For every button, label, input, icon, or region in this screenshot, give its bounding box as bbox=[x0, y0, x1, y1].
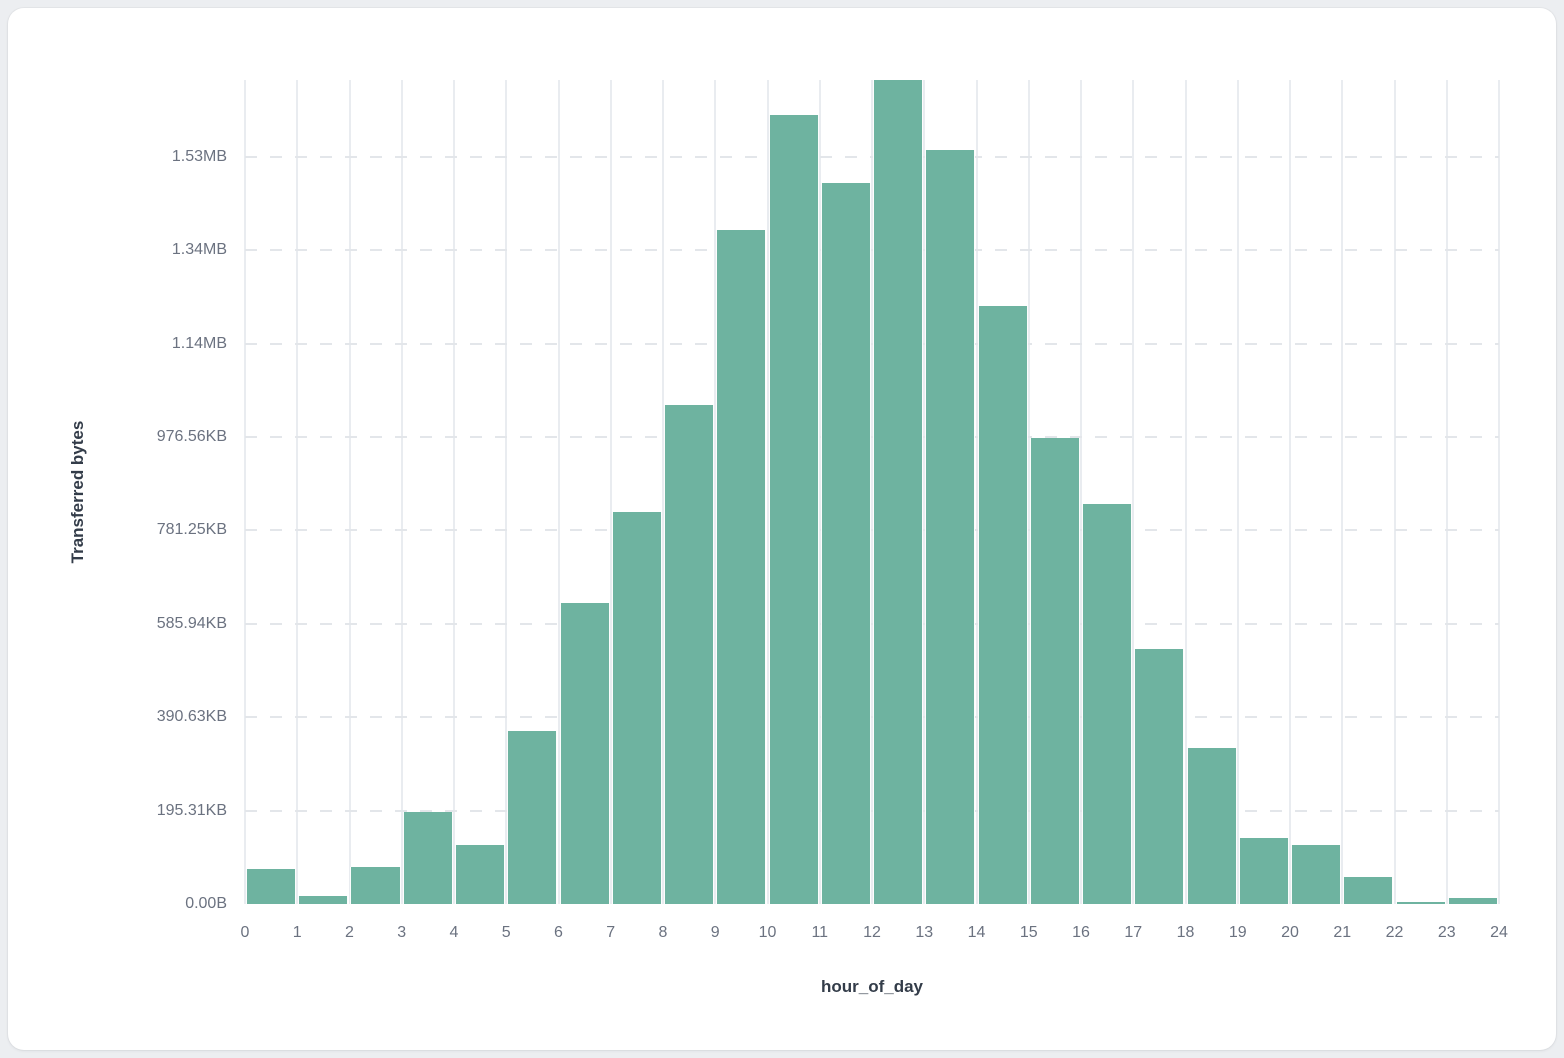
x-tick-label-20: 20 bbox=[1281, 924, 1299, 941]
x-tick-label-7: 7 bbox=[606, 924, 616, 941]
x-tick-label-8: 8 bbox=[658, 924, 668, 941]
x-tick-label-6: 6 bbox=[554, 924, 563, 941]
h-gridline-1.34MB bbox=[245, 249, 1499, 252]
v-gridline-hour-0 bbox=[244, 80, 246, 904]
y-tick-label-1.34MB: 1.34MB bbox=[171, 241, 227, 259]
bar-hour-0[interactable] bbox=[246, 868, 297, 904]
x-tick-label-21: 21 bbox=[1333, 924, 1352, 941]
x-tick-label-15: 15 bbox=[1019, 924, 1038, 941]
bar-hour-3[interactable] bbox=[402, 812, 453, 904]
bar-hour-20[interactable] bbox=[1291, 845, 1342, 904]
bar-hour-17[interactable] bbox=[1134, 649, 1185, 904]
bar-hour-14[interactable] bbox=[977, 306, 1028, 904]
bar-hour-9[interactable] bbox=[716, 230, 767, 904]
x-tick-label-3: 3 bbox=[397, 924, 407, 941]
x-tick-label-5: 5 bbox=[501, 924, 511, 941]
v-gridline-hour-16 bbox=[1080, 80, 1082, 904]
v-gridline-hour-22 bbox=[1393, 80, 1396, 904]
h-gridline-781.25KB bbox=[245, 529, 1499, 532]
x-tick-label-12: 12 bbox=[863, 924, 881, 941]
x-tick-label-10: 10 bbox=[758, 924, 777, 941]
v-gridline-hour-21 bbox=[1341, 80, 1344, 904]
v-gridline-hour-15 bbox=[1027, 80, 1030, 904]
x-tick-label-14: 14 bbox=[967, 924, 986, 941]
y-tick-label-1.53MB: 1.53MB bbox=[171, 147, 227, 165]
v-gridline-hour-19 bbox=[1236, 80, 1239, 904]
y-tick-label-976.56KB: 976.56KB bbox=[156, 428, 227, 445]
v-gridline-hour-5 bbox=[505, 80, 508, 904]
v-gridline-hour-17 bbox=[1132, 80, 1135, 904]
v-gridline-hour-13 bbox=[923, 80, 926, 904]
x-tick-label-16: 16 bbox=[1072, 924, 1090, 941]
x-tick-label-24: 24 bbox=[1490, 924, 1508, 941]
x-tick-label-13: 13 bbox=[915, 924, 934, 941]
v-gridline-hour-24 bbox=[1498, 80, 1500, 904]
bar-hour-10[interactable] bbox=[768, 115, 819, 904]
y-tick-label-0.00B: 0.00B bbox=[185, 895, 227, 912]
y-tick-label-585.94KB: 585.94KB bbox=[156, 614, 227, 632]
v-gridline-hour-14 bbox=[975, 80, 978, 904]
h-gridline-1.53MB bbox=[245, 155, 1499, 158]
x-tick-label-22: 22 bbox=[1385, 924, 1404, 941]
h-gridline-585.94KB bbox=[245, 622, 1499, 625]
v-gridline-hour-10 bbox=[766, 80, 769, 904]
v-gridline-hour-8 bbox=[662, 80, 664, 904]
x-tick-label-11: 11 bbox=[811, 924, 829, 941]
h-gridline-976.56KB bbox=[245, 436, 1499, 438]
v-gridline-hour-3 bbox=[400, 80, 403, 904]
transferred-bytes-histogram: 0.00B 195.31KB 390.63KB 585.94KB 781.25KB 976… bbox=[8, 8, 1556, 1050]
x-tick-label-1: 1 bbox=[292, 924, 302, 941]
v-gridline-hour-9 bbox=[714, 80, 717, 904]
v-gridline-hour-6 bbox=[557, 80, 560, 904]
v-gridline-hour-2 bbox=[348, 80, 351, 904]
bar-hour-7[interactable] bbox=[611, 512, 662, 904]
v-gridline-hour-7 bbox=[609, 80, 612, 904]
h-gridline-1.14MB bbox=[245, 342, 1499, 345]
bar-hour-6[interactable] bbox=[559, 603, 610, 904]
bar-hour-5[interactable] bbox=[507, 731, 558, 904]
v-gridline-hour-20 bbox=[1289, 80, 1291, 904]
v-gridline-hour-11 bbox=[818, 80, 821, 904]
x-tick-label-18: 18 bbox=[1176, 924, 1195, 941]
y-tick-label-195.31KB: 195.31KB bbox=[156, 801, 227, 819]
x-tick-label-23: 23 bbox=[1437, 924, 1456, 941]
y-tick-label-1.14MB: 1.14MB bbox=[171, 334, 227, 352]
bar-hour-18[interactable] bbox=[1186, 748, 1237, 904]
x-tick-label-4: 4 bbox=[449, 924, 459, 941]
bar-hour-13[interactable] bbox=[925, 150, 976, 904]
y-tick-label-781.25KB: 781.25KB bbox=[156, 521, 227, 539]
bar-hour-1[interactable] bbox=[298, 896, 349, 904]
plot-area bbox=[244, 80, 1500, 904]
v-gridline-hour-18 bbox=[1184, 80, 1187, 904]
bar-hour-19[interactable] bbox=[1238, 838, 1289, 904]
bar-hour-12[interactable] bbox=[873, 80, 924, 904]
x-tick-label-9: 9 bbox=[710, 924, 720, 941]
bar-hour-15[interactable] bbox=[1029, 437, 1080, 904]
h-gridline-195.31KB bbox=[245, 809, 1499, 812]
x-tick-label-17: 17 bbox=[1124, 924, 1143, 941]
x-tick-label-2: 2 bbox=[345, 924, 354, 941]
bar-hour-11[interactable] bbox=[820, 182, 871, 904]
bar-hour-2[interactable] bbox=[350, 867, 401, 904]
v-gridline-hour-12 bbox=[871, 80, 873, 904]
h-gridline-390.63KB bbox=[245, 716, 1499, 719]
bar-hour-21[interactable] bbox=[1343, 877, 1394, 904]
y-axis-title: Transferred bytes bbox=[68, 420, 87, 564]
chart-card: 0.00B 195.31KB 390.63KB 585.94KB 781.25KB 976… bbox=[8, 8, 1556, 1050]
v-gridline-hour-4 bbox=[453, 80, 455, 904]
bar-hour-22[interactable] bbox=[1395, 902, 1446, 904]
v-gridline-hour-23 bbox=[1445, 80, 1448, 904]
bar-hour-4[interactable] bbox=[454, 844, 506, 904]
bar-hour-23[interactable] bbox=[1447, 897, 1498, 904]
x-tick-label-0: 0 bbox=[240, 924, 250, 941]
bar-hour-8[interactable] bbox=[663, 405, 715, 904]
x-tick-label-19: 19 bbox=[1228, 924, 1247, 941]
v-gridline-hour-1 bbox=[296, 80, 299, 904]
bar-hour-16[interactable] bbox=[1081, 504, 1133, 904]
y-tick-label-390.63KB: 390.63KB bbox=[156, 708, 227, 726]
x-axis-title: hour_of_day bbox=[820, 977, 924, 996]
